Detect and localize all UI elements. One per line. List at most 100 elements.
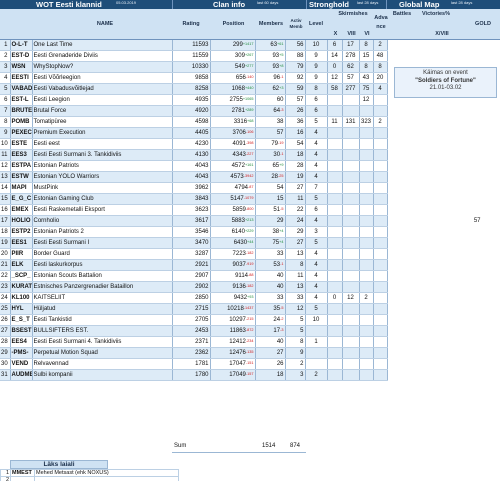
- col-battles[interactable]: Battles: [392, 11, 412, 17]
- position-cell: 1068+440: [210, 83, 256, 95]
- col-x[interactable]: X: [333, 31, 338, 37]
- clan-name: Cornholio: [32, 215, 173, 227]
- table-row[interactable]: 18 ESTP2 Estonian Patriots 2 3546 6140+229 38…: [0, 226, 500, 238]
- col-advance[interactable]: Adva nce: [374, 15, 388, 30]
- active-members-cell: 5: [285, 314, 306, 326]
- table-row[interactable]: 15 E_G_C Estonian Gaming Club 3843 5147-1079…: [0, 193, 500, 205]
- col-x-viii[interactable]: X/VIII: [435, 31, 449, 37]
- rating-cell: 3843: [172, 193, 211, 205]
- clan-info-title: Clan info: [213, 0, 246, 9]
- skirmish-x-cell: [327, 270, 343, 282]
- global-map-cell: [387, 237, 500, 249]
- col-vi[interactable]: VI: [364, 31, 370, 37]
- position-cell: 9114-88: [210, 270, 256, 282]
- rating-cell: 10330: [172, 61, 211, 73]
- table-row[interactable]: 8 POMB Tomatipüree 4598 3316+68 38 36 5 11 131 323…: [0, 116, 500, 128]
- table-row[interactable]: 24 KL100 KAITSELIIT 2850 9432+93 33 33 4 0 12 2: [0, 292, 500, 304]
- skirmish-viii-cell: [342, 336, 360, 348]
- table-row[interactable]: 13 ESTW Estonian YOLO Warriors 4043 4573-394…: [0, 171, 500, 183]
- col-position[interactable]: Position: [222, 21, 245, 27]
- disbanded-table: 1 MMEST Mehed Metsast (ehk NOXUS) 2: [0, 469, 179, 481]
- col-gold[interactable]: GOLD: [475, 21, 491, 27]
- table-row[interactable]: 9 PEXEC Premium Execution 4405 3706-106 57 16 4: [0, 127, 500, 139]
- clan-tag: POMB: [10, 116, 33, 128]
- global-map-cell: [387, 171, 500, 183]
- col-name[interactable]: NAME: [96, 21, 114, 27]
- col-viii[interactable]: VIII: [347, 31, 356, 37]
- skirmish-x-cell: [327, 171, 343, 183]
- skirmish-viii-cell: [342, 94, 360, 106]
- stronghold-level-cell: 9: [305, 61, 328, 73]
- table-row[interactable]: 20 PIIR Border Guard 3287 7223-182 33 13 4: [0, 248, 500, 260]
- table-row[interactable]: 19 EES1 Eesti Eesti Surmani I 3470 6430+44 75…: [0, 237, 500, 249]
- members-delta: -3: [280, 108, 284, 112]
- position-value: 9037: [232, 262, 246, 268]
- advance-cell: 2: [373, 40, 388, 51]
- position-value: 12476: [229, 350, 246, 356]
- stronghold-level-cell: [305, 347, 328, 359]
- table-row[interactable]: 26 E_S_T Eesti Tankistid 2705 10297-215 24-2 5…: [0, 314, 500, 326]
- position-cell: 10218-1437: [210, 303, 256, 315]
- position-value: 549: [234, 64, 245, 70]
- list-item[interactable]: 2: [0, 476, 179, 481]
- table-row[interactable]: 1 O-L-T One Last Time 11593 299+1417 63+61 56 1…: [0, 40, 500, 51]
- skirmish-vi-cell: [359, 204, 374, 216]
- table-row[interactable]: 29 -PMS- Perpetual Motion Squad 2362 12476-1…: [0, 347, 500, 359]
- active-members-cell: 24: [285, 215, 306, 227]
- table-row[interactable]: 7 BRUTE Brutal Force 4920 2781+289 64-3 26 6: [0, 105, 500, 117]
- clan-name: Estonian Gaming Club: [32, 193, 173, 205]
- col-skirmishes[interactable]: Skirmishes: [338, 11, 368, 17]
- table-row[interactable]: 12 ESTPA Estonian Patriots 4043 4572+161 65+9…: [0, 160, 500, 172]
- col-rating[interactable]: Rating: [182, 21, 200, 27]
- skirmish-vi-cell: [359, 182, 374, 194]
- table-row[interactable]: 30 VEND Relvavennad 1781 17047-151 26 2: [0, 358, 500, 370]
- skirmish-viii-cell: [342, 138, 360, 150]
- members-delta: -1: [280, 262, 284, 266]
- sum-members: 1514: [262, 443, 276, 449]
- stronghold-level-cell: 4: [305, 149, 328, 161]
- table-row[interactable]: 27 BSEST BULLSIFTERS EST. 2453 11863-872 17-3…: [0, 325, 500, 337]
- table-row[interactable]: 17 HOLIO Cornholio 3617 5883+213 29 24 4 57: [0, 215, 500, 227]
- list-item[interactable]: 1 MMEST Mehed Metsast (ehk NOXUS): [0, 469, 179, 477]
- col-activ-memb[interactable]: Activ Memb: [289, 18, 303, 29]
- table-row[interactable]: 28 EES4 Eesti Eesti Surmani 4. Tankidiviis…: [0, 336, 500, 348]
- position-delta: -1437: [243, 306, 254, 310]
- table-row[interactable]: 6 EST-L Eesti Leegion 4935 2755+1065 60 57 6 12: [0, 94, 500, 106]
- clan-tag: HOLIO: [10, 215, 33, 227]
- table-row[interactable]: 21 ELK Eesti laskurkorpus 2921 9037-919 53-1 8…: [0, 259, 500, 271]
- col-level[interactable]: Level: [308, 21, 324, 27]
- col-victories[interactable]: Victories%: [421, 11, 451, 17]
- global-map-cell: [387, 270, 500, 282]
- clan-tag: MMEST: [10, 469, 35, 477]
- skirmish-vi-cell: 2: [359, 292, 374, 304]
- col-members[interactable]: Members: [258, 21, 284, 27]
- table-row[interactable]: 14 MAPI MustPink 3962 4794-87 54 27 7: [0, 182, 500, 194]
- position-delta: +267: [244, 53, 254, 57]
- table-row[interactable]: 2 EST-D Eesti Grenaderide Diviis 11559 309+2…: [0, 50, 500, 62]
- table-row[interactable]: 11 EES3 Eesti Eesti Surmani 3. Tankidiviis…: [0, 149, 500, 161]
- members-cell: 93+5: [255, 50, 286, 62]
- table-row[interactable]: 25 HYL Hüljatud 2715 10218-1437 35-5 12 5: [0, 303, 500, 315]
- skirmish-viii-cell: [342, 226, 360, 238]
- skirmish-vi-cell: [359, 358, 374, 370]
- skirmish-x-cell: 0: [327, 61, 343, 73]
- active-members-cell: 27: [285, 182, 306, 194]
- table-row[interactable]: 16 EMEX Eesti Raskemetalli Eksport 3623 5859…: [0, 204, 500, 216]
- table-row[interactable]: 23 KURAT Estnisches Panzergrenadier Batail…: [0, 281, 500, 293]
- skirmish-vi-cell: [359, 259, 374, 271]
- skirmish-viii-cell: [342, 270, 360, 282]
- members-cell: 24-2: [255, 314, 286, 326]
- skirmish-viii-cell: [342, 347, 360, 359]
- clan-tag: MAPI: [10, 182, 33, 194]
- members-delta: +5: [279, 53, 284, 57]
- skirmish-vi-cell: [359, 160, 374, 172]
- table-row[interactable]: 31 AUDMB Sulbi kompanii 1780 17049-157 18 3 2: [0, 369, 500, 381]
- table-row[interactable]: 22 _SCP_ Estonian Scouts Battalion 2907 9114…: [0, 270, 500, 282]
- table-row[interactable]: 10 ESTE Eesti eest 4230 4091-398 79-19 54 4: [0, 138, 500, 150]
- members-value: 40: [276, 273, 284, 279]
- advance-cell: [373, 237, 388, 249]
- advance-cell: [373, 303, 388, 315]
- skirmish-vi-cell: 8: [359, 61, 374, 73]
- members-cell: 65+9: [255, 160, 286, 172]
- row-number: 9: [0, 127, 11, 139]
